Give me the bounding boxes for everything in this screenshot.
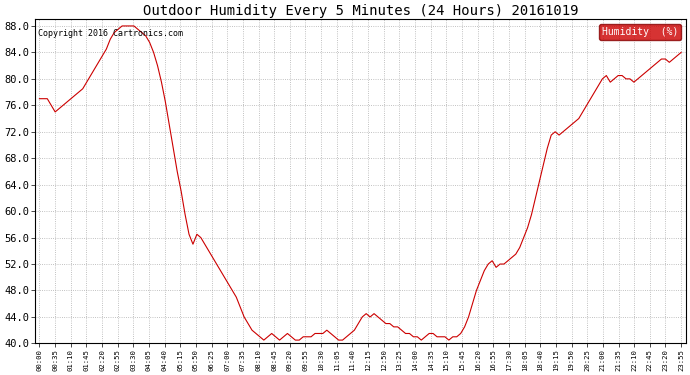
Text: Copyright 2016 Cartronics.com: Copyright 2016 Cartronics.com: [38, 29, 183, 38]
Legend: Humidity  (%): Humidity (%): [599, 24, 681, 40]
Title: Outdoor Humidity Every 5 Minutes (24 Hours) 20161019: Outdoor Humidity Every 5 Minutes (24 Hou…: [143, 4, 578, 18]
